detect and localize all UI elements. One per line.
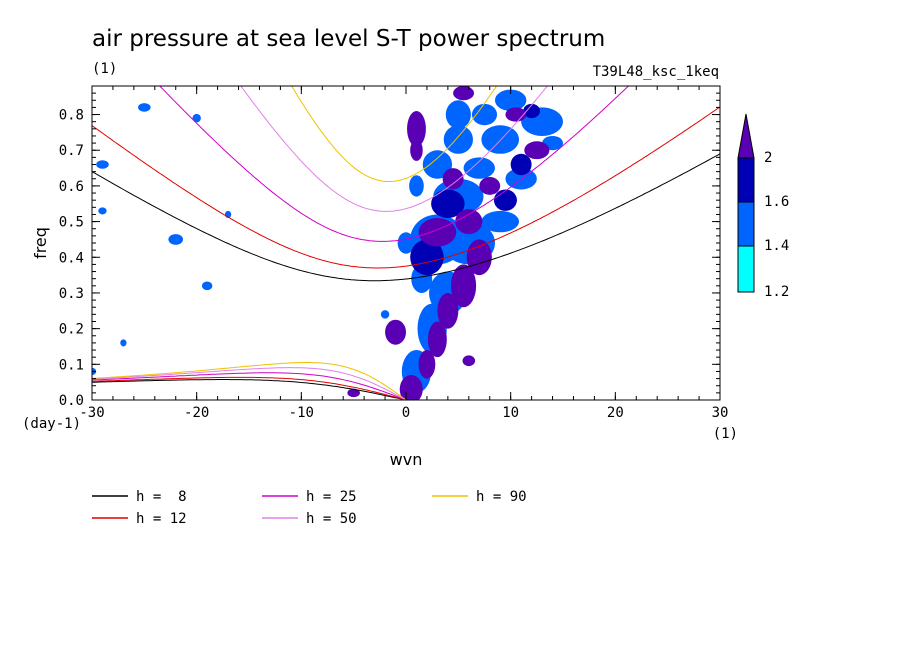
x-tick-label-6: 30 (712, 405, 729, 421)
colorbar-label-0: 1.2 (764, 284, 789, 300)
contour-blob-26 (120, 339, 127, 347)
contour-blob-29 (397, 232, 415, 254)
contour-blob-6 (471, 103, 498, 126)
spectrum-contours (92, 86, 563, 400)
x-tick-label-4: 10 (502, 405, 519, 421)
experiment-label: T39L48_ksc_1keq (593, 64, 719, 80)
y-tick-label-2: 0.2 (59, 322, 84, 338)
contour-blob-36 (410, 139, 423, 161)
legend-label-4: h = 90 (476, 489, 527, 505)
gravity-curve-h8 (92, 153, 720, 282)
gravity-curve-h50 (240, 86, 548, 212)
y-unit-label: (day-1) (22, 416, 81, 432)
contour-blob-20 (201, 281, 213, 291)
contour-blob-7 (443, 125, 473, 154)
contour-blob-46 (418, 218, 457, 247)
colorbar-triangle (737, 113, 755, 159)
contour-blob-31 (431, 189, 465, 219)
contour-blob-32 (493, 189, 517, 211)
contour-blob-51 (453, 86, 475, 101)
x-unit-label: (1) (713, 426, 738, 442)
contour-blob-1 (463, 157, 495, 179)
colorbar-label-3: 2 (764, 150, 772, 166)
contour-blob-42 (427, 321, 447, 358)
axis-ticks: -30 -20 -10 0 10 20 30 0.0 0.1 0.2 0.3 0.4 0.5 0.6 0.7… (59, 86, 729, 421)
contour-blob-49 (524, 141, 550, 160)
contour-blob-41 (418, 350, 436, 379)
contour-blob-5 (494, 89, 527, 111)
x-tick-label-0: -30 (79, 405, 104, 421)
rossby-curve-h12 (92, 376, 407, 400)
legend-label-1: h = 12 (136, 511, 187, 527)
contour-blob-18 (192, 113, 201, 123)
y-tick-label-4: 0.4 (59, 250, 84, 266)
colorbar-cell-1 (737, 201, 755, 247)
y-tick-label-0: 0.0 (59, 393, 84, 409)
contour-blob-39 (347, 388, 360, 398)
contour-blob-2 (481, 125, 520, 154)
rossby-curve-h90 (92, 362, 407, 400)
colorbar-cell-2 (737, 157, 755, 203)
dispersion-curves (92, 86, 720, 400)
y-tick-label-3: 0.3 (59, 286, 84, 302)
x-tick-label-1: -20 (184, 405, 209, 421)
legend: h = 8 h = 12 h = 25 h = 50 h = 90 (92, 489, 527, 527)
contour-blob-22 (98, 207, 107, 215)
legend-label-2: h = 25 (306, 489, 357, 505)
contour-blob-47 (455, 209, 483, 235)
colorbar: 1.2 1.4 1.6 2 (737, 113, 789, 300)
contour-blob-52 (479, 176, 501, 195)
colorbar-cell-0 (737, 245, 755, 293)
contour-blob-23 (380, 310, 390, 319)
contour-blob-33 (523, 103, 540, 119)
y-tick-label-7: 0.7 (59, 143, 84, 159)
y-axis-label: freq (31, 227, 50, 259)
contour-blob-21 (138, 103, 151, 112)
contour-blob-40 (399, 375, 423, 400)
contour-blob-17 (96, 160, 109, 169)
contour-blob-0 (422, 150, 453, 179)
contour-blob-43 (437, 292, 459, 329)
contour-blob-30 (410, 239, 444, 276)
x-tick-label-5: 20 (607, 405, 624, 421)
contour-blob-35 (407, 110, 426, 147)
y-tick-label-6: 0.6 (59, 179, 84, 195)
y-tick-label-1: 0.1 (59, 357, 84, 373)
contour-blob-44 (451, 264, 477, 308)
legend-label-3: h = 50 (306, 511, 357, 527)
y-tick-label-5: 0.5 (59, 215, 84, 231)
rossby-curve-h8 (92, 379, 407, 400)
contour-blob-28 (409, 175, 424, 197)
y-tick-label-8: 0.8 (59, 108, 84, 124)
rossby-curve-h50 (92, 367, 407, 400)
contour-blob-50 (505, 107, 527, 122)
contour-blob-37 (385, 319, 406, 345)
units-label: (1) (92, 61, 117, 77)
gravity-curve-h25 (159, 86, 630, 242)
chart-title: air pressure at sea level S-T power spec… (92, 26, 605, 52)
contour-blob-48 (442, 168, 464, 190)
gravity-curve-h90 (291, 86, 498, 182)
contour-blob-45 (466, 239, 492, 276)
contour-blob-27 (445, 100, 471, 129)
gravity-curve-h12 (92, 106, 720, 269)
x-tick-label-3: 0 (402, 405, 410, 421)
contour-blob-34 (510, 153, 532, 176)
contour-blob-15 (481, 210, 520, 233)
rossby-curve-h25 (92, 372, 407, 400)
colorbar-label-2: 1.6 (764, 194, 789, 210)
colorbar-label-1: 1.4 (764, 238, 789, 254)
contour-blob-19 (168, 234, 184, 245)
x-axis-label: wvn (390, 450, 423, 469)
contour-blob-38 (462, 355, 476, 367)
legend-label-0: h = 8 (136, 489, 187, 505)
x-tick-label-2: -10 (289, 405, 314, 421)
